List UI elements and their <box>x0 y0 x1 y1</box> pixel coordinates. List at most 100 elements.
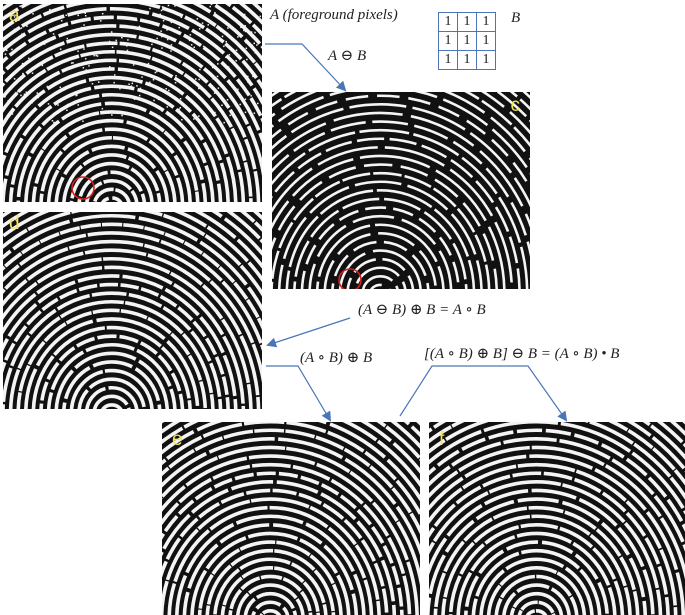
noise-speck <box>181 118 183 121</box>
ridge-line <box>162 454 419 615</box>
caption-dilation-of-opening: (A ∘ B) ⊕ B <box>300 350 373 366</box>
ridge-line <box>228 574 313 615</box>
noise-speck <box>8 44 11 47</box>
noise-speck <box>254 52 257 54</box>
noise-speck <box>109 66 111 68</box>
arrow-c-to-d <box>266 317 351 348</box>
ridge-line <box>3 7 262 106</box>
noise-speck <box>72 62 74 64</box>
ridge-line <box>3 32 262 177</box>
se-cell: 1 <box>438 12 458 32</box>
se-cell: 1 <box>438 31 458 51</box>
noise-speck <box>170 50 172 52</box>
noise-speck <box>85 69 88 71</box>
noise-speck <box>209 5 211 8</box>
noise-speck <box>11 113 14 115</box>
ridge-line <box>272 111 530 228</box>
noise-speck <box>20 94 22 97</box>
ridge-line <box>190 531 351 615</box>
noise-speck <box>253 42 255 45</box>
noise-speck <box>153 99 155 102</box>
noise-speck <box>77 50 79 52</box>
noise-speck <box>154 104 156 106</box>
noise-speck <box>223 76 226 79</box>
noise-speck <box>175 75 177 77</box>
ridge-line <box>62 153 162 202</box>
ridge-line <box>509 591 564 615</box>
noise-speck <box>22 72 24 75</box>
se-cell: 1 <box>457 31 477 51</box>
se-cell: 1 <box>457 12 477 32</box>
noise-speck <box>58 91 61 93</box>
noise-speck <box>188 39 191 42</box>
panel-label-e: e <box>172 429 183 450</box>
noise-speck <box>235 59 237 62</box>
noise-speck <box>192 102 194 104</box>
noise-speck <box>110 31 113 33</box>
noise-speck <box>55 53 58 56</box>
ridge-line <box>277 180 483 289</box>
ridge-line <box>479 557 594 615</box>
noise-speck <box>148 55 150 58</box>
noise-speck <box>233 75 236 78</box>
noise-speck <box>17 91 19 93</box>
noise-speck <box>113 102 116 105</box>
noise-speck <box>5 49 8 52</box>
noise-speck <box>215 15 217 18</box>
noise-speck <box>119 87 121 90</box>
noise-speck <box>246 58 248 61</box>
ridge-line <box>213 557 328 615</box>
noise-speck <box>139 10 141 12</box>
noise-speck <box>60 19 63 22</box>
ridge-line <box>272 128 529 289</box>
ridge-line <box>3 239 262 384</box>
ridge-line <box>486 566 587 615</box>
ridge-line <box>46 342 177 409</box>
noise-speck <box>52 33 55 35</box>
noise-speck <box>143 37 146 39</box>
noise-speck <box>66 109 68 112</box>
noise-speck <box>55 83 57 86</box>
noise-speck <box>244 30 247 33</box>
noise-speck <box>49 8 51 11</box>
noise-speck <box>243 13 246 16</box>
noise-speck <box>245 47 248 50</box>
noise-speck <box>121 36 123 39</box>
noise-speck <box>15 94 17 96</box>
noise-speck <box>111 51 114 54</box>
structuring-element-grid: 1 1 1 1 1 1 1 1 1 <box>438 12 496 70</box>
noise-speck <box>169 46 172 48</box>
noise-speck <box>161 35 163 38</box>
noise-speck <box>130 85 133 87</box>
ridge-line <box>272 120 530 258</box>
noise-speck <box>4 14 7 17</box>
noise-speck <box>100 20 102 22</box>
noise-speck <box>212 78 215 80</box>
ridge-line <box>39 334 185 409</box>
noise-speck <box>190 44 193 46</box>
noise-speck <box>161 33 163 36</box>
noise-speck <box>247 92 250 95</box>
ridge-line <box>285 189 476 289</box>
noise-speck <box>211 74 213 77</box>
noise-speck <box>160 9 163 12</box>
ridge-line <box>429 445 685 580</box>
noise-speck <box>126 49 129 52</box>
noise-speck <box>149 81 151 84</box>
noise-speck <box>77 104 80 106</box>
noise-speck <box>198 15 201 18</box>
noise-speck <box>131 82 134 85</box>
ridge-line <box>3 265 246 409</box>
ridge-line <box>361 275 399 289</box>
ridge-line <box>24 110 200 202</box>
ridge-line <box>162 437 420 556</box>
noise-speck <box>28 57 30 60</box>
ridge-line <box>31 325 192 409</box>
ridge-line <box>46 135 177 202</box>
caption-opening: (A ⊖ B) ⊕ B = A ∘ B <box>358 302 486 318</box>
noise-speck <box>179 97 182 100</box>
panel-label-d: d <box>9 213 20 234</box>
noise-speck <box>83 48 85 50</box>
noise-speck <box>66 103 69 106</box>
ridge-line <box>3 58 246 202</box>
